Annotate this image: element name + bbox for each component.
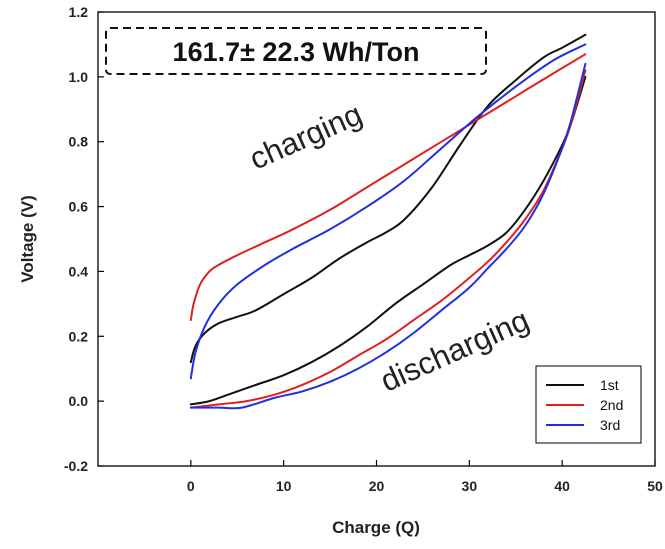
x-tick-label: 0	[187, 478, 195, 494]
y-tick-label: 0.6	[69, 199, 89, 215]
legend-frame	[535, 365, 642, 444]
series-2nd-charge-line	[189, 53, 587, 322]
legend: 1st 2nd 3rd	[535, 365, 642, 444]
annotation-dashed-frame	[105, 27, 487, 75]
y-tick-label: 1.2	[69, 4, 89, 20]
series-1st-discharge-line	[189, 75, 587, 406]
y-tick-label: -0.2	[64, 458, 88, 474]
y-tick-label: 0.2	[69, 328, 89, 344]
y-tick-label: 0.0	[69, 393, 89, 409]
legend-items: 1st 2nd 3rd	[546, 377, 623, 433]
series-3rd-charge-line	[189, 43, 587, 380]
charging-label: charging	[244, 96, 367, 176]
y-axis-title: Voltage (V)	[18, 195, 37, 283]
x-tick-label: 30	[462, 478, 478, 494]
series-3rd-discharge-line	[189, 62, 587, 410]
x-tick-label: 20	[369, 478, 385, 494]
legend-label: 3rd	[600, 417, 620, 433]
x-tick-label: 40	[554, 478, 570, 494]
axis-ticks: 0 10 20 30 40 50 -0.2 0.0 0.2 0.4 0.6 0.8 1.0 1.2	[64, 4, 663, 494]
y-tick-label: 0.8	[69, 134, 89, 150]
x-tick-label: 50	[647, 478, 663, 494]
x-axis-title: Charge (Q)	[332, 518, 420, 537]
discharging-label: discharging	[375, 302, 534, 398]
series-1st-charge-line	[189, 33, 587, 364]
y-tick-label: 1.0	[69, 69, 89, 85]
series-lines	[189, 33, 587, 410]
y-tick-label: 0.4	[69, 263, 89, 279]
legend-label: 2nd	[600, 397, 623, 413]
annotation-box: 161.7± 22.3 Wh/Ton	[105, 27, 487, 75]
series-2nd-discharge-line	[189, 69, 587, 409]
x-tick-label: 10	[276, 478, 292, 494]
annotation-text: 161.7± 22.3 Wh/Ton	[173, 37, 420, 67]
legend-label: 1st	[600, 377, 619, 393]
